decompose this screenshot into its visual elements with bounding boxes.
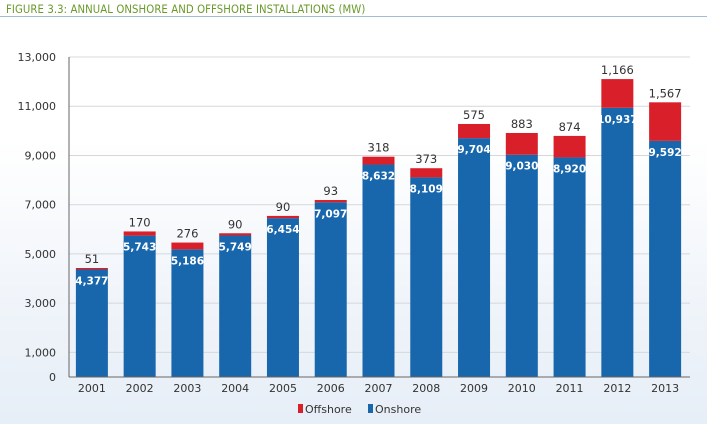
- y-axis-ticks: 0 1,000 3,000 5,000 7,000 9,000 11,000 13,000: [18, 51, 57, 384]
- bar-onshore-2004: [219, 235, 252, 377]
- y-tick-label: 7,000: [25, 199, 57, 212]
- x-tick-label: 2010: [508, 382, 536, 395]
- x-tick-label: 2001: [78, 382, 106, 395]
- bar-offshore-2009: [458, 123, 491, 139]
- bar-onshore-2013: [649, 140, 682, 377]
- offshore-value-label: 318: [368, 141, 390, 155]
- x-tick-label: 2007: [365, 382, 393, 395]
- x-axis-ticks: 2001 2002 2003 2004 2005 2006 2007 2008 2009 2010…: [78, 382, 679, 395]
- bar-offshore-2008: [410, 168, 443, 178]
- bar-offshore-2007: [362, 156, 395, 165]
- bar-onshore-2007: [362, 164, 395, 377]
- bar-offshore-2001: [75, 268, 108, 270]
- bar-onshore-2012: [601, 107, 634, 377]
- x-tick-label: 2006: [317, 382, 345, 395]
- bar-onshore-2001: [75, 269, 108, 377]
- bar-offshore-2012: [601, 79, 634, 108]
- bar-onshore-2011: [553, 157, 586, 377]
- onshore-value-label: 8,109: [410, 183, 443, 195]
- onshore-value-label: 9,704: [457, 144, 490, 156]
- bar-onshore-2009: [458, 138, 491, 377]
- onshore-value-label: 8,632: [362, 171, 395, 183]
- legend: Offshore Onshore: [298, 403, 421, 416]
- bar-offshore-2003: [171, 242, 204, 250]
- offshore-value-label: 170: [129, 215, 151, 229]
- offshore-value-label: 90: [228, 217, 243, 231]
- offshore-value-label: 90: [276, 200, 291, 214]
- bar-offshore-2011: [553, 135, 586, 158]
- onshore-value-label: 5,749: [219, 241, 252, 253]
- offshore-value-label: 373: [415, 152, 437, 166]
- bar-offshore-2013: [649, 102, 682, 141]
- figure-title: FIGURE 3.3: ANNUAL ONSHORE AND OFFSHORE …: [6, 2, 366, 16]
- x-tick-label: 2008: [412, 382, 440, 395]
- onshore-value-label: 9,592: [649, 147, 682, 159]
- onshore-value-label: 7,097: [314, 208, 347, 220]
- data-labels: 4,377 51 5,743 170 5,186 276 5,749 90 6,454 90 7,0…: [75, 63, 681, 287]
- y-tick-label: 9,000: [25, 149, 57, 162]
- x-tick-label: 2005: [269, 382, 297, 395]
- legend-label-offshore: Offshore: [305, 403, 352, 416]
- offshore-value-label: 575: [463, 108, 485, 122]
- y-tick-label: 3,000: [25, 297, 57, 310]
- x-tick-label: 2011: [556, 382, 584, 395]
- x-tick-label: 2012: [603, 382, 631, 395]
- legend-swatch-offshore: [298, 404, 303, 413]
- onshore-value-label: 9,030: [505, 161, 538, 173]
- bars: [75, 79, 682, 377]
- offshore-value-label: 874: [559, 120, 581, 134]
- offshore-value-label: 883: [511, 117, 533, 131]
- offshore-value-label: 51: [85, 252, 100, 266]
- bar-onshore-2002: [123, 235, 156, 377]
- bar-onshore-2003: [171, 249, 204, 377]
- onshore-value-label: 5,186: [171, 255, 204, 267]
- onshore-value-label: 5,743: [123, 242, 156, 254]
- x-tick-label: 2002: [126, 382, 154, 395]
- bar-offshore-2005: [266, 215, 299, 219]
- y-tick-label: 13,000: [18, 51, 57, 64]
- onshore-value-label: 4,377: [75, 275, 108, 287]
- bar-onshore-2005: [266, 218, 299, 377]
- x-tick-label: 2004: [221, 382, 249, 395]
- legend-swatch-onshore: [368, 404, 373, 413]
- y-tick-label: 0: [49, 371, 56, 384]
- offshore-value-label: 276: [176, 227, 198, 241]
- bar-onshore-2006: [314, 202, 347, 377]
- x-tick-label: 2009: [460, 382, 488, 395]
- x-tick-label: 2013: [651, 382, 679, 395]
- onshore-value-label: 6,454: [266, 224, 299, 236]
- y-tick-label: 1,000: [25, 346, 57, 359]
- offshore-value-label: 93: [323, 184, 338, 198]
- bar-onshore-2010: [505, 154, 538, 377]
- bar-onshore-2008: [410, 177, 443, 377]
- title-divider: [0, 16, 707, 17]
- bar-offshore-2006: [314, 200, 347, 203]
- bar-offshore-2010: [505, 132, 538, 155]
- chart-background: [0, 18, 707, 424]
- y-tick-label: 5,000: [25, 248, 57, 261]
- y-tick-label: 11,000: [18, 100, 57, 113]
- offshore-value-label: 1,166: [601, 63, 634, 77]
- onshore-value-label: 10,937: [597, 114, 638, 126]
- legend-label-onshore: Onshore: [375, 403, 421, 416]
- bar-offshore-2004: [219, 233, 252, 236]
- bar-offshore-2002: [123, 231, 156, 236]
- x-tick-label: 2003: [173, 382, 201, 395]
- offshore-value-label: 1,567: [649, 86, 682, 100]
- onshore-value-label: 8,920: [553, 163, 586, 175]
